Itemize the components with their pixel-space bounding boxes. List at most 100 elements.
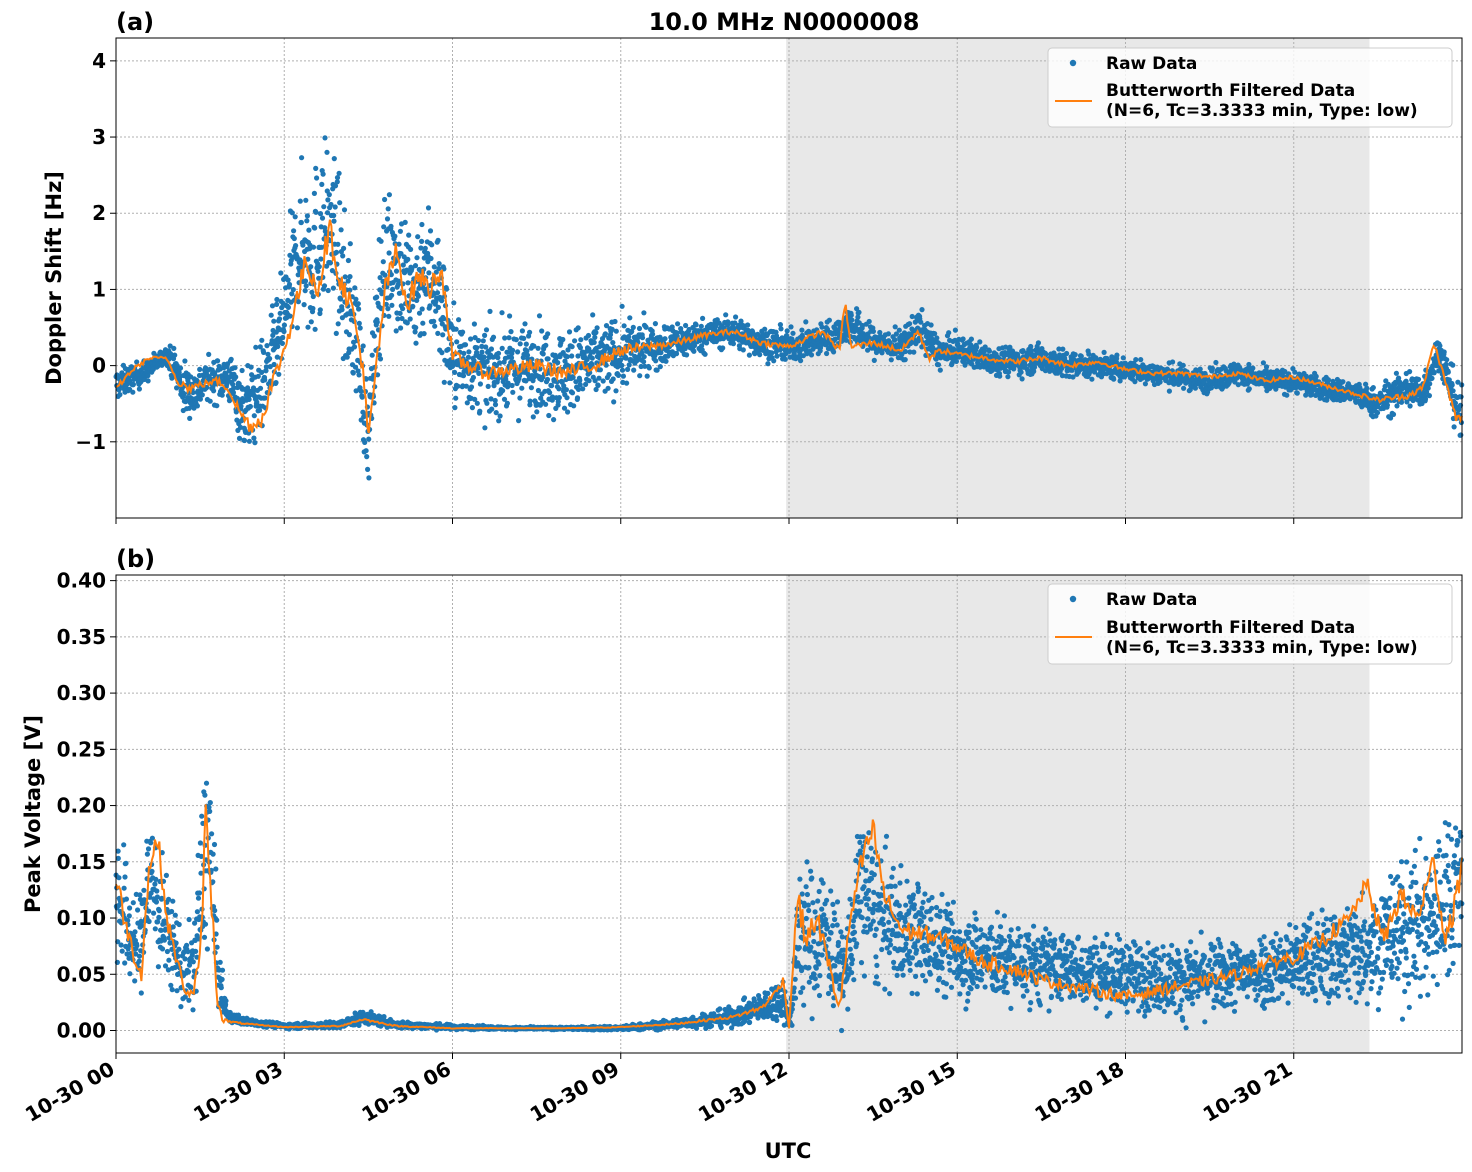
raw-data-point (436, 281, 443, 287)
raw-data-point (212, 907, 218, 914)
raw-data-point (1407, 369, 1413, 375)
raw-data-point (1089, 376, 1095, 382)
raw-data-point (407, 316, 413, 322)
raw-data-point (1006, 369, 1012, 375)
raw-data-point (885, 331, 892, 337)
raw-data-point (594, 325, 600, 331)
raw-data-point (420, 320, 426, 326)
raw-data-point (169, 908, 175, 915)
raw-data-point (190, 1007, 196, 1013)
raw-data-point (310, 305, 316, 312)
raw-data-point (154, 888, 160, 894)
raw-data-point (170, 924, 176, 930)
raw-data-point (946, 330, 952, 336)
raw-data-point (299, 155, 305, 161)
raw-data-point (492, 402, 499, 408)
raw-data-point (300, 242, 306, 248)
raw-data-point (571, 403, 577, 409)
raw-data-point (320, 171, 326, 177)
raw-data-point (324, 149, 330, 155)
raw-data-point (190, 959, 196, 965)
raw-data-point (782, 356, 788, 362)
raw-data-point (122, 874, 128, 880)
raw-data-point (1246, 361, 1252, 368)
raw-data-point (477, 408, 483, 414)
raw-data-point (544, 376, 551, 383)
raw-data-point (287, 313, 293, 319)
raw-data-point (204, 946, 210, 952)
raw-data-point (293, 243, 299, 249)
raw-data-point (310, 293, 316, 300)
raw-data-point (1415, 376, 1422, 382)
raw-data-point (274, 301, 280, 307)
raw-data-point (194, 909, 200, 915)
raw-data-point (325, 287, 331, 294)
raw-data-point (245, 385, 251, 391)
raw-data-point (172, 912, 178, 918)
raw-data-point (480, 338, 486, 344)
raw-data-point (166, 957, 172, 963)
raw-data-point (808, 352, 815, 358)
raw-data-point (1458, 394, 1464, 400)
raw-data-point (981, 348, 987, 354)
raw-data-point (280, 334, 286, 341)
raw-data-point (580, 386, 586, 392)
raw-data-point (377, 275, 383, 281)
raw-data-point (316, 264, 322, 270)
raw-data-point (386, 192, 392, 198)
raw-data-point (414, 255, 420, 261)
raw-data-point (765, 361, 771, 367)
raw-data-point (431, 264, 437, 270)
raw-data-point (207, 800, 213, 806)
raw-data-point (402, 219, 408, 225)
raw-data-point (209, 831, 215, 837)
raw-data-point (896, 327, 902, 333)
raw-data-point (1451, 424, 1457, 430)
raw-data-point (199, 392, 205, 398)
raw-data-point (413, 325, 419, 331)
raw-data-point (415, 234, 421, 240)
raw-data-point (199, 813, 205, 819)
raw-data-point (251, 413, 257, 419)
raw-data-point (691, 348, 697, 354)
raw-data-point (960, 336, 966, 342)
raw-data-point (371, 333, 377, 339)
raw-data-point (271, 361, 277, 368)
raw-data-point (543, 342, 549, 348)
raw-data-point (213, 866, 219, 872)
raw-data-point (522, 321, 528, 327)
raw-data-point (219, 392, 225, 398)
raw-data-point (338, 296, 344, 302)
raw-data-point (238, 403, 244, 409)
raw-data-point (127, 971, 133, 977)
raw-data-point (377, 356, 384, 362)
raw-data-point (286, 281, 293, 288)
raw-data-point (826, 317, 833, 323)
raw-data-point (397, 310, 403, 316)
raw-data-point (600, 378, 606, 384)
raw-data-point (215, 358, 221, 364)
raw-data-point (364, 454, 370, 460)
raw-data-point (412, 329, 418, 335)
raw-data-point (586, 378, 592, 384)
raw-data-point (516, 418, 522, 424)
raw-data-point (1086, 351, 1092, 357)
raw-data-point (466, 349, 472, 355)
raw-data-point (405, 280, 411, 286)
raw-data-point (257, 385, 264, 391)
raw-data-point (319, 215, 326, 221)
raw-data-point (308, 319, 314, 325)
raw-data-point (788, 324, 794, 330)
raw-data-point (569, 390, 576, 396)
raw-data-point (545, 356, 551, 362)
raw-data-point (374, 319, 380, 325)
raw-data-point (270, 332, 276, 338)
raw-data-point (497, 360, 503, 366)
raw-data-point (400, 306, 406, 312)
raw-data-point (303, 283, 309, 289)
raw-data-point (386, 313, 392, 319)
raw-data-point (519, 328, 526, 334)
raw-data-point (1111, 376, 1117, 382)
raw-data-point (392, 233, 398, 239)
raw-data-point (313, 209, 319, 215)
